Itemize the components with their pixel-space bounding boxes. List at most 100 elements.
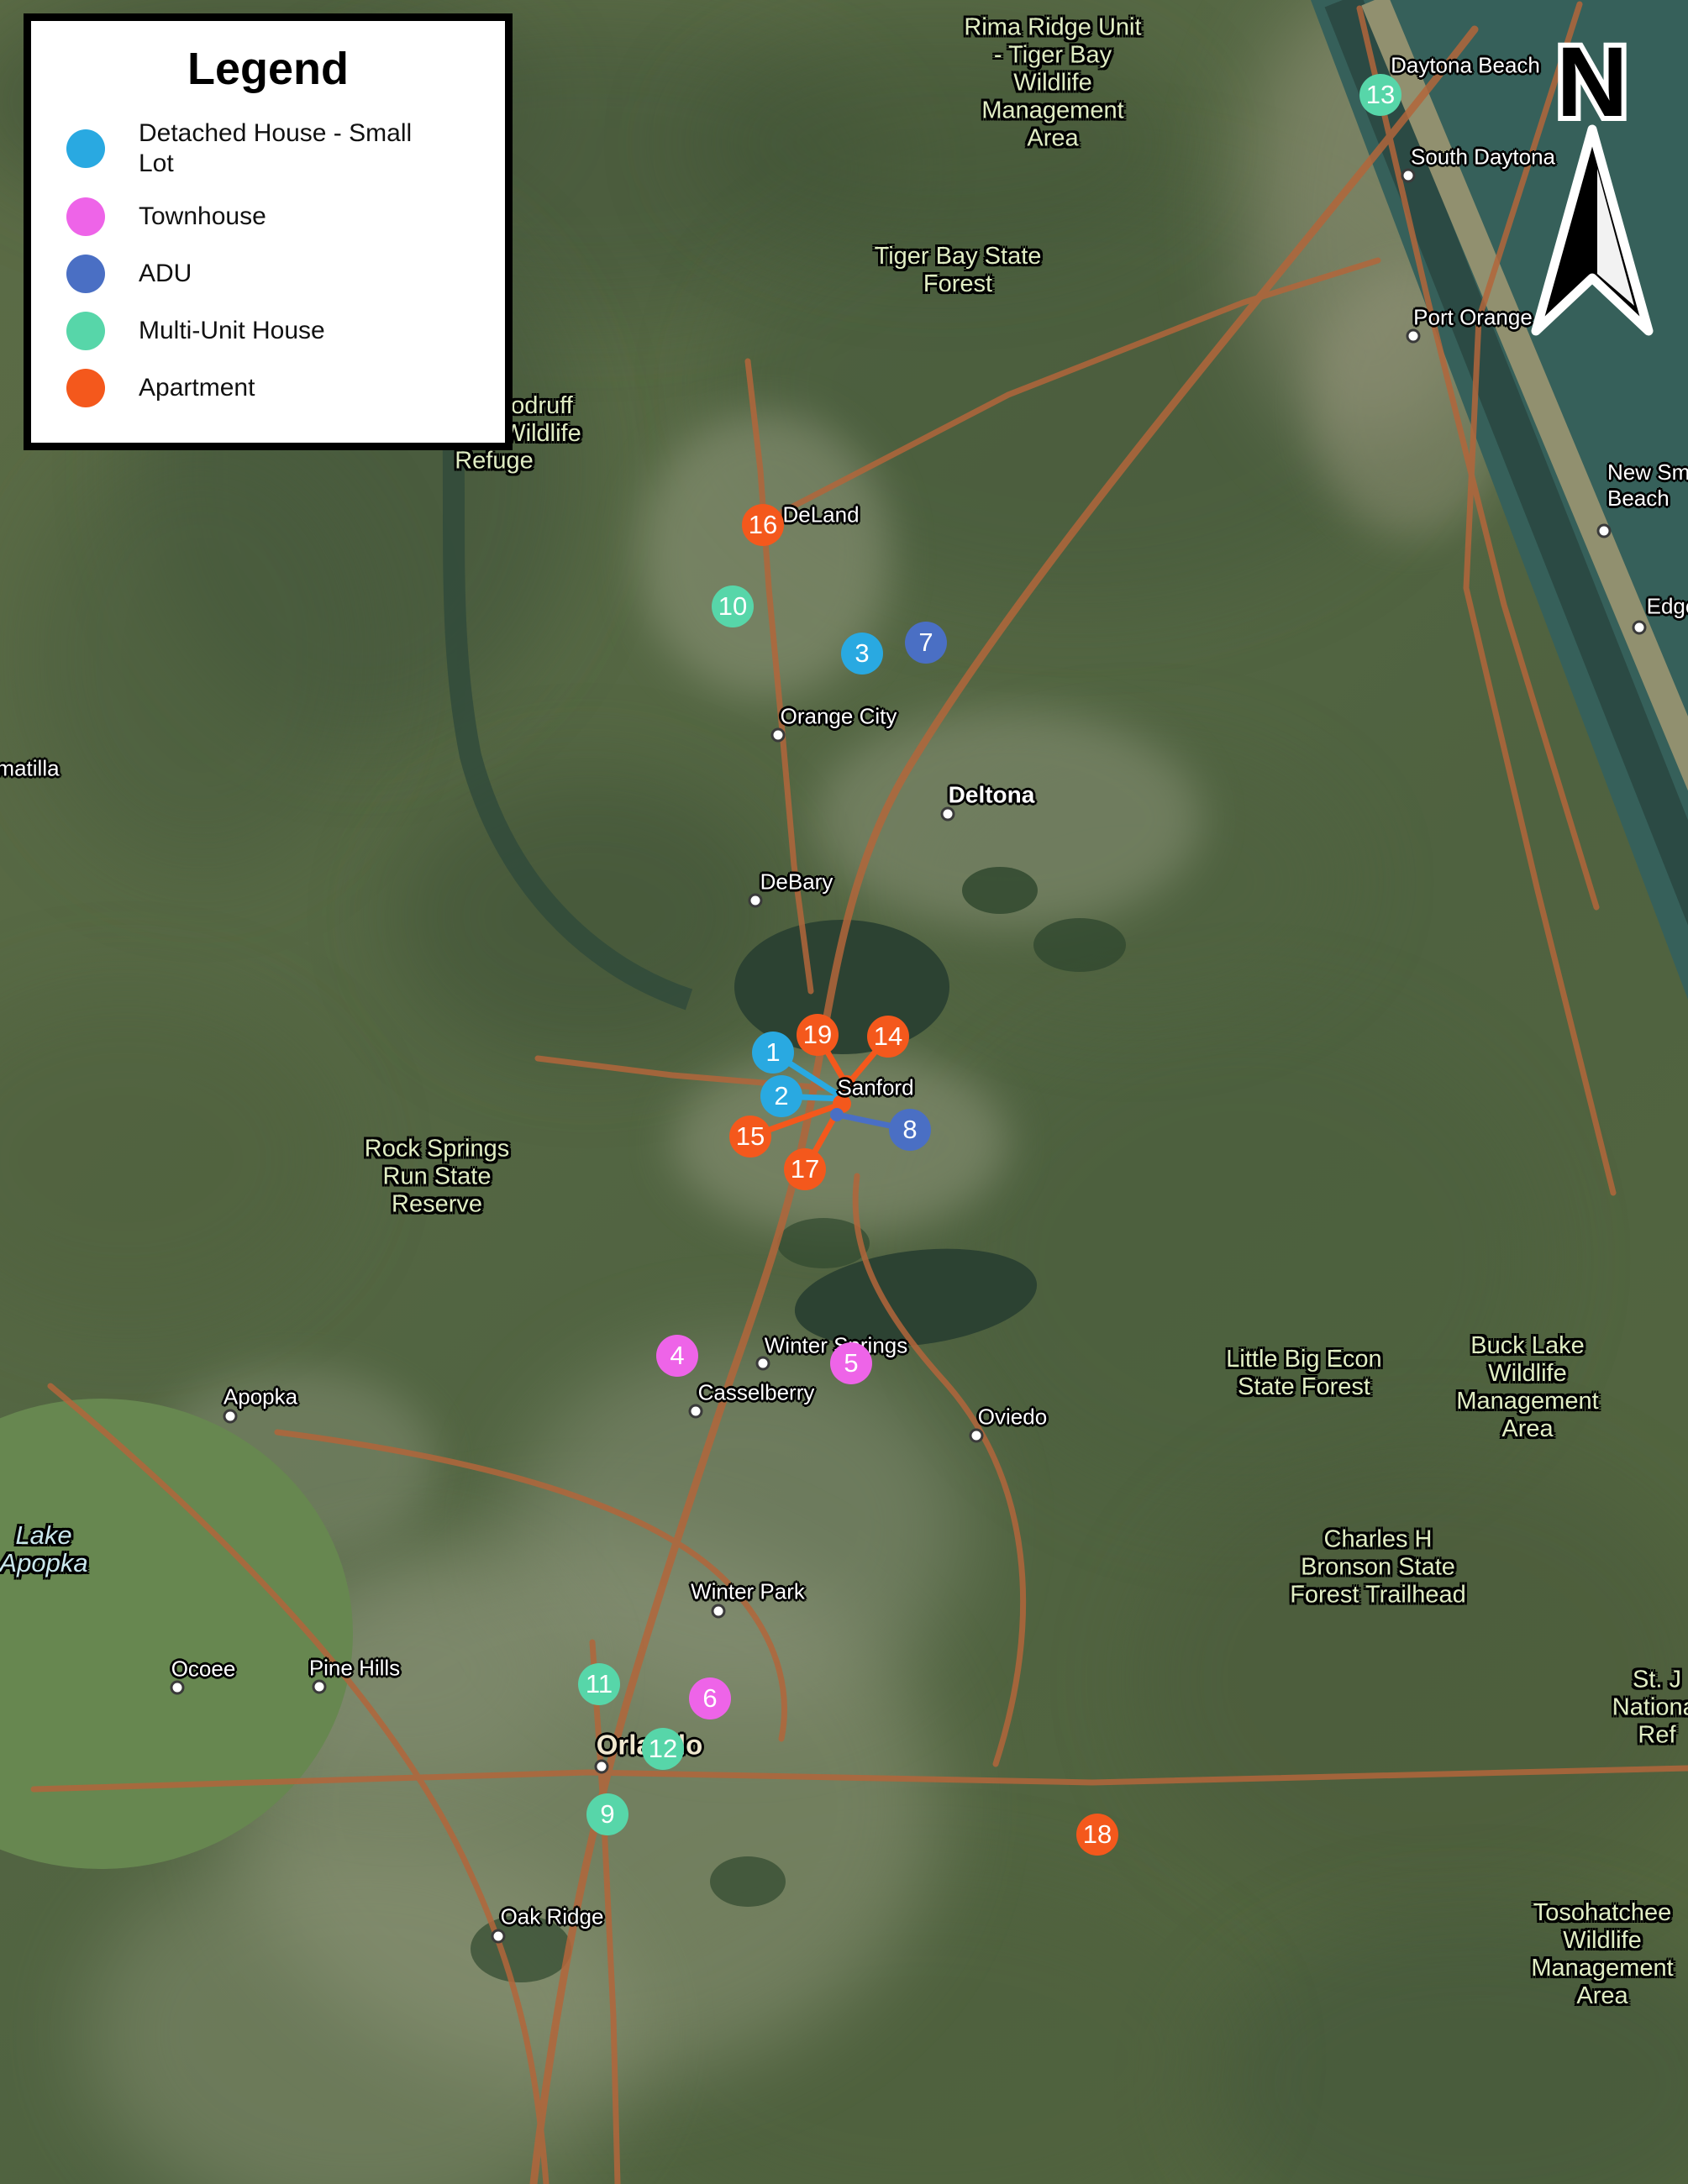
- area-label-line: St. J: [1632, 1666, 1681, 1693]
- city-dot-deltona: [940, 806, 955, 822]
- city-label-sanford: Sanford: [837, 1074, 914, 1100]
- legend-box: Legend Detached House - Small Lot Townhou…: [24, 13, 513, 450]
- area-label-line: Bronson State: [1301, 1553, 1455, 1581]
- area-label-line: National: [1612, 1693, 1688, 1721]
- marker-17[interactable]: 17: [784, 1148, 826, 1190]
- cluster-anchor-dot: [830, 1108, 844, 1121]
- lake-jesup: [794, 1248, 1038, 1347]
- area-label-line: Management: [1456, 1387, 1599, 1415]
- city-dot-oak-ridge: [491, 1929, 506, 1944]
- area-label-line: Area: [1027, 124, 1079, 152]
- city-label-ocoee: Ocoee: [171, 1656, 236, 1682]
- area-label-line: Rock Springs: [364, 1135, 510, 1163]
- legend-title: Legend: [187, 44, 349, 94]
- area-label-woodruff: odruff Wildlife: [273, 392, 811, 448]
- area-label-line: - Tiger Bay: [993, 41, 1112, 69]
- city-dot-winter-springs: [755, 1356, 770, 1371]
- city-label-line: Edge: [1646, 593, 1688, 619]
- marker-16[interactable]: 16: [742, 504, 784, 546]
- legend-label-detached: Detached House - Small Lot: [139, 119, 413, 177]
- marker-14[interactable]: 14: [867, 1016, 909, 1058]
- area-label-charles-bronson: Charles H Bronson State Forest Trailhead: [1109, 1526, 1647, 1609]
- city-label-casselberry: Casselberry: [697, 1379, 815, 1405]
- legend-label-apartment: Apartment: [139, 374, 255, 402]
- area-label-line: odruff: [511, 391, 573, 419]
- north-arrow: N: [1531, 22, 1654, 336]
- area-label-st-johns: St. JNationalRef: [1388, 1667, 1688, 1750]
- city-label-apopka: Apopka: [223, 1383, 298, 1410]
- city-label-debary: DeBary: [760, 869, 833, 895]
- area-label-line: Area: [1576, 1982, 1628, 2009]
- city-label-oak-ridge: Oak Ridge: [500, 1903, 604, 1929]
- north-arrow-label: N: [1556, 27, 1628, 138]
- city-label-oviedo: Oviedo: [977, 1404, 1048, 1430]
- city-label-new-smyrna-beach: New Sm Beach: [1607, 459, 1688, 512]
- legend-label-multi: Multi-Unit House: [139, 317, 325, 344]
- legend-item-multi: Multi-Unit House: [66, 312, 505, 350]
- legend-item-townhouse: Townhouse: [66, 197, 505, 236]
- marker-2[interactable]: 2: [760, 1075, 802, 1117]
- city-label-deltona: Deltona: [948, 781, 1035, 808]
- marker-4[interactable]: 4: [656, 1335, 698, 1377]
- area-label-little-big-econ: Little Big Econ State Forest: [1035, 1346, 1573, 1401]
- city-dot-debary: [748, 893, 763, 908]
- area-label-rima-ridge: Rima Ridge Unit - Tiger Bay Wildlife Manage…: [784, 14, 1322, 153]
- area-label-line: Tiger Bay State: [874, 242, 1042, 270]
- marker-12[interactable]: 12: [642, 1728, 684, 1770]
- lakes: [0, 249, 1126, 1982]
- area-label-line: Reserve: [392, 1190, 482, 1218]
- marker-3[interactable]: 3: [841, 633, 883, 675]
- legend-label-adu: ADU: [139, 260, 192, 287]
- area-label-line: Run State: [382, 1163, 492, 1190]
- marker-13[interactable]: 13: [1359, 74, 1401, 116]
- area-label-line: Management: [981, 97, 1124, 124]
- area-label-line: Forest Trailhead: [1290, 1581, 1466, 1609]
- marker-19[interactable]: 19: [797, 1014, 839, 1056]
- marker-8[interactable]: 8: [889, 1109, 931, 1151]
- city-dot-winter-park: [711, 1604, 726, 1619]
- marker-5[interactable]: 5: [830, 1342, 872, 1384]
- area-label-line: Wildlife: [502, 419, 581, 447]
- marker-1[interactable]: 1: [752, 1032, 794, 1074]
- area-label-lake-apopka: Lake Apopka: [0, 1521, 313, 1577]
- marker-9[interactable]: 9: [586, 1793, 628, 1835]
- marker-7[interactable]: 7: [905, 622, 947, 664]
- city-dot-south-daytona: [1401, 168, 1416, 183]
- area-label-tosohatchee: Tosohatchee Wildlife Management Area: [1333, 1899, 1688, 2010]
- city-label-winter-park: Winter Park: [691, 1578, 805, 1604]
- legend-swatch-apartment: [66, 369, 105, 407]
- city-label-pine-hills: Pine Hills: [308, 1655, 401, 1681]
- city-label-umatilla: matilla: [0, 756, 60, 782]
- legend-items: Detached House - Small Lot Townhouse ADU Mu…: [31, 118, 505, 407]
- city-label-line: Beach: [1607, 486, 1670, 511]
- city-dot-ocoee: [170, 1680, 185, 1695]
- area-label-line: Rima Ridge Unit: [964, 13, 1142, 41]
- area-label-line: Area: [1501, 1415, 1554, 1442]
- area-label-line: Ref: [1638, 1721, 1676, 1749]
- area-label-line: Charles H: [1323, 1525, 1433, 1553]
- area-label-tiger-bay: Tiger Bay State Forest: [689, 243, 1227, 298]
- marker-11[interactable]: 11: [578, 1663, 620, 1705]
- city-dot-orlando: [594, 1759, 609, 1774]
- area-label-line: Wildlife: [1488, 1359, 1567, 1387]
- marker-15[interactable]: 15: [729, 1116, 771, 1158]
- area-label-line: Little Big Econ: [1226, 1345, 1382, 1373]
- city-dot-port-orange: [1406, 328, 1421, 344]
- city-label-daytona-beach: Daytona Beach: [1391, 52, 1540, 78]
- area-label-line: State Forest: [1238, 1373, 1370, 1400]
- marker-18[interactable]: 18: [1076, 1814, 1118, 1856]
- cluster-anchor-dot: [838, 1075, 856, 1094]
- city-dot-pine-hills: [312, 1679, 327, 1694]
- city-label-south-daytona: South Daytona: [1410, 144, 1556, 170]
- area-label-line: Refuge: [455, 447, 534, 475]
- marker-10[interactable]: 10: [712, 585, 754, 627]
- city-label-port-orange: Port Orange: [1413, 304, 1533, 330]
- area-label-line: Tosohatchee: [1533, 1898, 1672, 1926]
- legend-swatch-multi: [66, 312, 105, 350]
- lake-apopka-water: [0, 1399, 353, 1869]
- marker-6[interactable]: 6: [689, 1677, 731, 1719]
- city-dot-new-smyrna-beach: [1596, 523, 1612, 538]
